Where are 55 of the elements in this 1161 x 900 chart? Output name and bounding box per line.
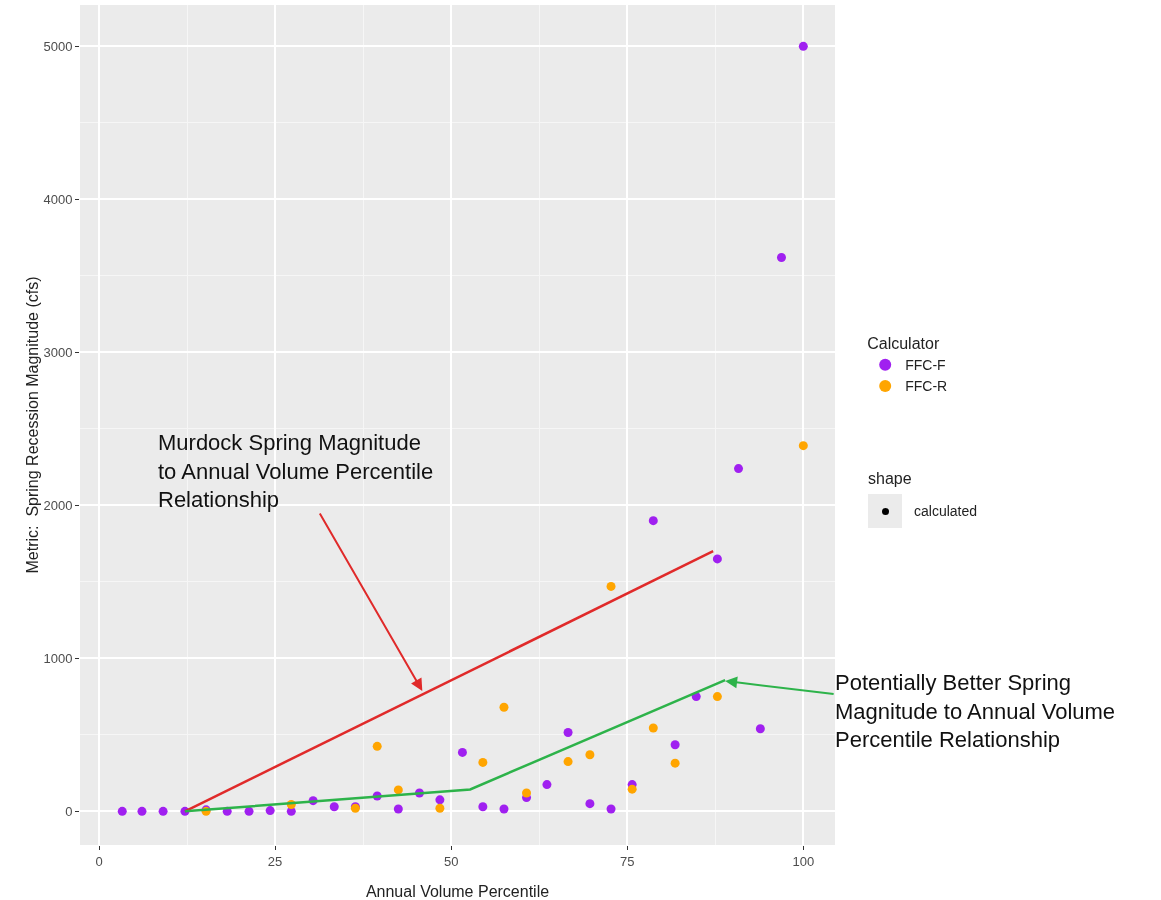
point [755, 724, 765, 734]
point [798, 41, 808, 51]
point [585, 750, 595, 760]
point [712, 692, 722, 702]
legend-title: Calculator [867, 335, 940, 353]
annotation: Murdock Spring Magnitude to Annual Volume Percentile Relationship [158, 430, 434, 513]
y-axis-title: Metric: Spring Recession Magnitude (cfs) [24, 276, 41, 574]
x-axis-title: Annual Volume Percentile [365, 883, 550, 900]
point [522, 788, 532, 798]
point [776, 252, 786, 262]
point [585, 799, 595, 809]
point [563, 728, 573, 738]
x-tick-label: 25 [267, 853, 283, 869]
legend-label: FFC-F [905, 357, 946, 374]
point [670, 758, 680, 768]
x-tick-label: 50 [443, 853, 459, 869]
point [712, 554, 722, 564]
point [648, 723, 658, 733]
point [478, 802, 488, 812]
point [798, 441, 808, 451]
text: shape [868, 470, 913, 488]
point [265, 806, 275, 816]
point [606, 804, 616, 814]
y-tick-label: 0 [65, 803, 73, 819]
point [670, 740, 680, 750]
point [478, 757, 488, 767]
x-tick-label: 0 [95, 853, 103, 869]
point [158, 806, 168, 816]
point [457, 747, 467, 757]
y-tick-label: 1000 [43, 650, 73, 666]
point [435, 795, 445, 805]
x-tick-label: 100 [792, 853, 815, 869]
point [372, 741, 382, 751]
point [563, 757, 573, 767]
y-tick-label: 4000 [43, 191, 73, 207]
annotation: Potentially Better Spring Magnitude to Annual Volume Percentile Relationship [835, 670, 1116, 753]
y-tick-label: 2000 [43, 497, 73, 513]
point [606, 581, 616, 591]
point [137, 806, 147, 816]
legend-label: FFC-R [905, 378, 948, 395]
y-tick-label: 3000 [43, 344, 73, 360]
point [627, 784, 637, 794]
point [435, 803, 445, 813]
point [117, 806, 127, 816]
point [648, 516, 658, 526]
point [734, 464, 744, 474]
text: calculated [914, 503, 978, 519]
point [542, 780, 552, 790]
point [393, 785, 403, 795]
point [393, 804, 403, 814]
y-tick-label: 5000 [43, 38, 73, 54]
point [499, 804, 509, 814]
x-tick-label: 75 [620, 853, 635, 869]
point [329, 802, 339, 812]
point [499, 702, 509, 712]
